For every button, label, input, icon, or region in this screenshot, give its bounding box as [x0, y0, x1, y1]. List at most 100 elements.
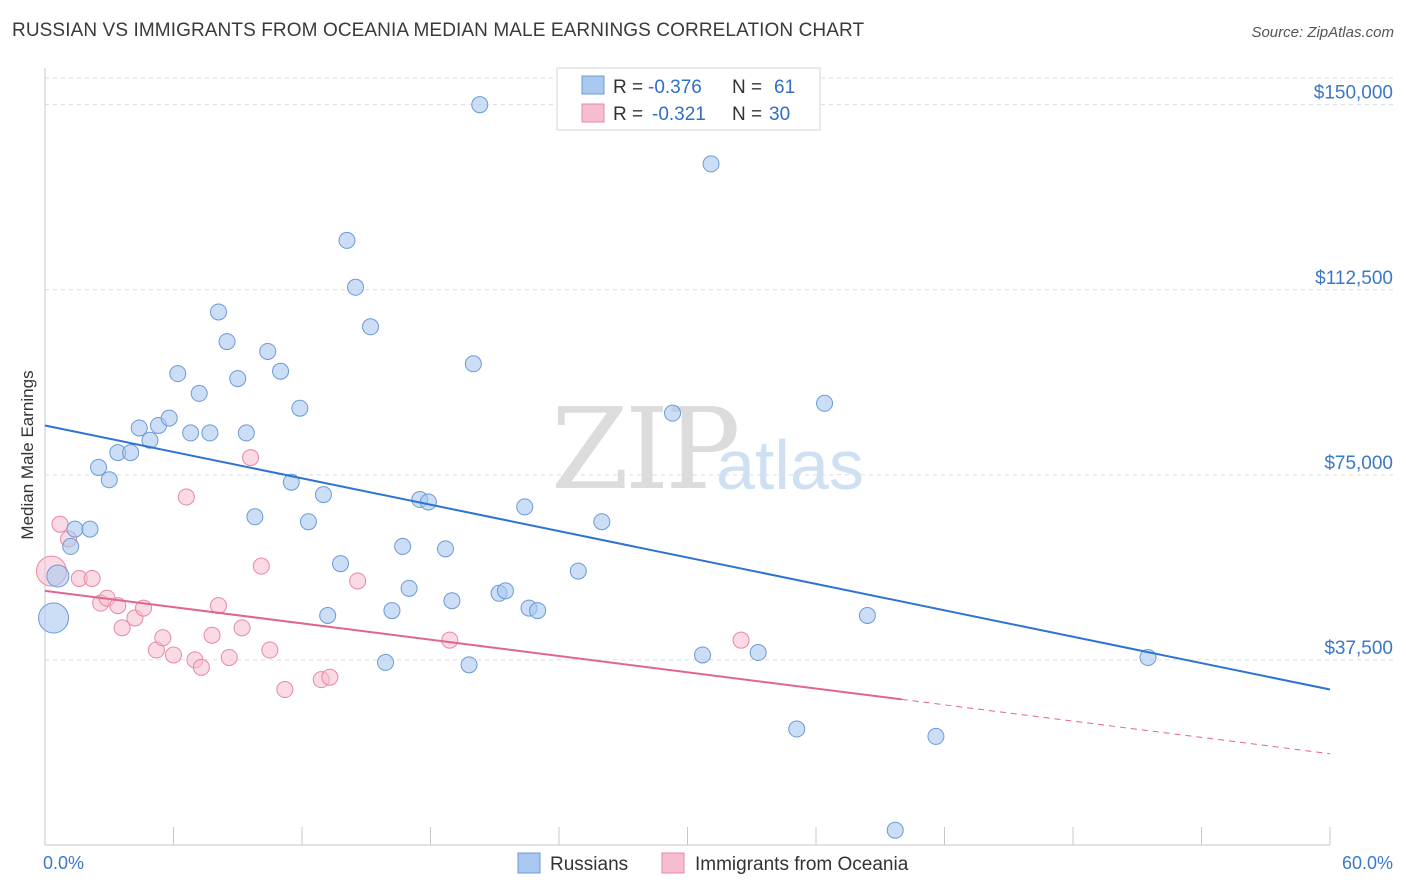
- russians-point: [419, 493, 437, 511]
- russians-point: [394, 537, 412, 555]
- russians-point: [81, 520, 99, 538]
- russians-point: [749, 644, 767, 662]
- russians-point: [319, 607, 337, 624]
- oceania-point: [276, 681, 294, 699]
- russians-point: [46, 564, 70, 588]
- legend-n-label-1: N =: [732, 77, 762, 98]
- y-tick-label-1: $75,000: [1324, 453, 1393, 474]
- russians-point: [66, 520, 84, 538]
- russians-point: [400, 579, 418, 597]
- correlation-legend: R = -0.376 N = 61 R = -0.321 N = 30: [556, 67, 821, 131]
- oceania-point: [165, 646, 182, 664]
- legend-swatch-russians: [581, 75, 605, 95]
- russians-point: [593, 513, 611, 531]
- watermark-zip: ZIP: [551, 385, 737, 515]
- oceania-point: [441, 631, 459, 649]
- russians-point: [229, 370, 247, 388]
- chart-title: RUSSIAN VS IMMIGRANTS FROM OCEANIA MEDIA…: [12, 20, 865, 41]
- russians-point: [347, 278, 365, 296]
- bottom-legend-swatch-oceania: [661, 852, 685, 874]
- legend-n-label-2: N =: [732, 104, 762, 125]
- oceania-point: [349, 572, 367, 590]
- russians-point: [201, 424, 219, 442]
- russians-point: [190, 384, 208, 402]
- russians-point: [38, 602, 70, 634]
- russians-point: [816, 394, 834, 412]
- russians-point: [460, 656, 478, 674]
- russians-point: [182, 424, 200, 442]
- russians-point: [122, 444, 140, 462]
- russians-point: [299, 513, 317, 531]
- russians-point: [169, 365, 187, 383]
- y-axis-label: Median Male Earnings: [18, 370, 37, 539]
- russians-point: [858, 607, 876, 624]
- oceania-point: [220, 648, 238, 666]
- russians-point: [569, 562, 587, 580]
- legend-r-label-2: R =: [613, 104, 643, 125]
- oceania-point: [83, 569, 101, 587]
- russians-point: [90, 458, 108, 476]
- russians-trend-line: [44, 424, 1331, 691]
- russians-point: [383, 602, 401, 620]
- russians-point: [529, 602, 547, 620]
- watermark-atlas: atlas: [716, 426, 864, 504]
- russians-point: [160, 409, 178, 427]
- trend-lines: [44, 424, 1331, 755]
- russians-point: [377, 653, 395, 671]
- oceania-point: [51, 515, 69, 533]
- russians-point: [218, 333, 236, 351]
- series-russians-points: [38, 96, 1157, 839]
- russians-point: [332, 555, 350, 573]
- russians-point: [291, 399, 309, 417]
- bottom-legend-oceania: Immigrants from Oceania: [695, 854, 909, 875]
- russians-point: [443, 592, 461, 610]
- legend-n-value-1: 61: [774, 77, 795, 98]
- source-credit: Source: ZipAtlas.com: [1251, 24, 1394, 41]
- bottom-legend-russians: Russians: [550, 854, 628, 875]
- oceania-point: [192, 658, 210, 676]
- russians-point: [314, 486, 332, 504]
- legend-swatch-oceania: [581, 103, 605, 123]
- russians-point: [496, 582, 514, 600]
- oceania-point: [233, 619, 251, 637]
- axes: [44, 68, 1331, 846]
- series-legend: Russians Immigrants from Oceania: [517, 852, 909, 875]
- russians-point: [886, 821, 904, 839]
- oceania-point: [321, 668, 339, 686]
- y-tick-label-2: $112,500: [1315, 268, 1393, 289]
- y-tick-labels: $37,500 $75,000 $112,500 $150,000: [1314, 83, 1393, 659]
- russians-point: [516, 498, 534, 516]
- oceania-point: [261, 641, 279, 659]
- bottom-legend-swatch-russians: [517, 852, 541, 874]
- oceania-trend-extension: [901, 698, 1331, 755]
- oceania-point: [109, 597, 127, 615]
- russians-point: [471, 96, 489, 114]
- russians-point: [237, 424, 255, 442]
- russians-point: [788, 720, 806, 738]
- russians-point: [464, 355, 482, 373]
- russians-point: [246, 508, 264, 526]
- legend-r-label-1: R =: [613, 77, 643, 98]
- x-tick-label-min: 0.0%: [43, 853, 84, 873]
- oceania-point: [177, 488, 195, 506]
- legend-r-value-1: -0.376: [648, 77, 702, 98]
- russians-point: [141, 431, 159, 449]
- russians-point: [664, 404, 682, 422]
- russians-point: [702, 155, 720, 173]
- oceania-point: [732, 631, 750, 649]
- oceania-point: [252, 557, 270, 575]
- russians-point: [362, 318, 380, 336]
- oceania-point: [242, 449, 260, 467]
- russians-point: [130, 419, 148, 437]
- russians-point: [209, 303, 227, 321]
- oceania-trend-line: [44, 589, 902, 701]
- legend-n-value-2: 30: [769, 104, 790, 125]
- y-tick-label-3: $150,000: [1314, 83, 1393, 104]
- oceania-point: [203, 626, 221, 644]
- russians-point: [282, 473, 300, 491]
- x-tick-label-max: 60.0%: [1342, 853, 1393, 873]
- y-tick-label-0: $37,500: [1324, 638, 1393, 659]
- russians-point: [62, 537, 80, 555]
- russians-point: [436, 540, 454, 558]
